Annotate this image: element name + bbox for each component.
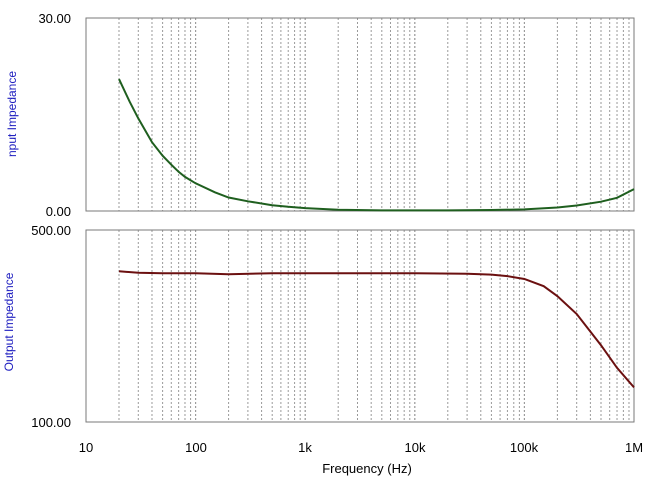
output-impedance-curve [118, 270, 635, 389]
x-tick-label: 10k [405, 440, 426, 455]
y-tick-label: 100.00 [31, 415, 71, 430]
output-impedance-panel: 500.00 100.00 Output Impedance [2, 223, 635, 430]
plot-frame [85, 229, 635, 423]
x-axis-label: Frequency (Hz) [322, 461, 412, 476]
y-axis-label: nput Impedance [5, 71, 19, 157]
x-tick-label: 10 [79, 440, 93, 455]
y-tick-label: 0.00 [46, 204, 71, 219]
input-impedance-panel: 30.00 0.00 nput Impedance [5, 11, 635, 219]
y-tick-label: 30.00 [38, 11, 71, 26]
x-tick-label: 1M [625, 440, 643, 455]
x-tick-label: 100k [510, 440, 539, 455]
y-axis-label: Output Impedance [2, 272, 16, 371]
input-impedance-curve [118, 78, 635, 212]
x-tick-label: 1k [298, 440, 312, 455]
grid-lines [118, 18, 630, 211]
y-tick-label: 500.00 [31, 223, 71, 238]
x-tick-label: 100 [185, 440, 207, 455]
grid-lines [118, 230, 630, 422]
x-axis: 10 100 1k 10k 100k 1M Frequency (Hz) [79, 440, 643, 476]
